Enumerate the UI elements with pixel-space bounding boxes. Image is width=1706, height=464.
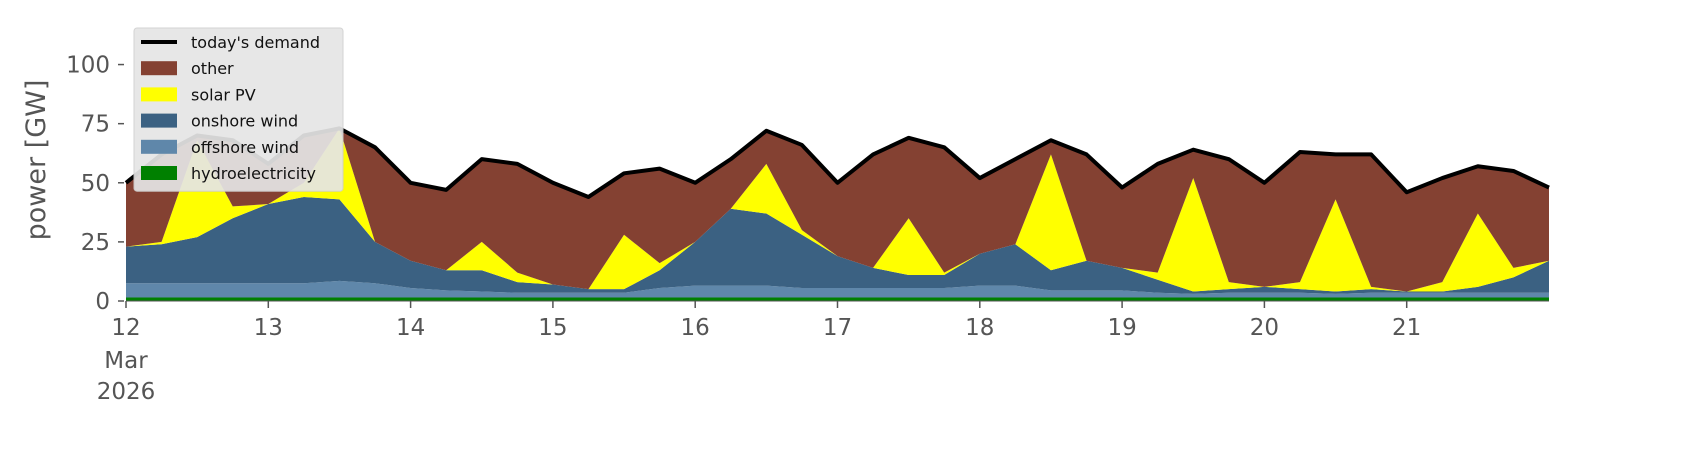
- demand-line: [124, 126, 1550, 199]
- y-tick-label: 100: [66, 53, 110, 79]
- legend-label: other: [191, 59, 234, 78]
- legend-swatch: [141, 166, 177, 180]
- x-tick-sublabel: 2026: [97, 379, 156, 405]
- legend-label: offshore wind: [191, 138, 299, 157]
- x-tick-sublabel: Mar: [104, 348, 148, 374]
- area: [126, 128, 1549, 292]
- y-tick-label: 75: [81, 112, 110, 138]
- legend-swatch: [141, 87, 177, 102]
- x-tick-label: 21: [1392, 315, 1421, 341]
- legend-swatch: [141, 139, 177, 154]
- legend-box: [133, 27, 344, 192]
- area: [126, 297, 1549, 301]
- area: [126, 196, 1549, 294]
- y-axis-label: power [GW]: [21, 80, 52, 241]
- x-tick-label: 19: [1107, 315, 1136, 341]
- area: [126, 128, 1549, 292]
- area: [126, 280, 1549, 298]
- y-tick-label: 0: [95, 289, 110, 315]
- legend-label: onshore wind: [191, 112, 298, 131]
- y-tick-label: 25: [81, 230, 110, 256]
- x-tick-label: 12: [111, 315, 140, 341]
- x-tick-label: 18: [965, 315, 994, 341]
- y-tick-label: 50: [81, 171, 110, 197]
- legend-label: today's demand: [191, 33, 320, 52]
- x-tick-label: 15: [538, 315, 567, 341]
- legend-swatch: [141, 113, 177, 128]
- legend-label: solar PV: [191, 85, 256, 104]
- x-tick-label: 13: [254, 315, 283, 341]
- legend-label: hydroelectricity: [191, 164, 316, 183]
- x-tick-label: 17: [823, 315, 852, 341]
- x-tick-label: 20: [1250, 315, 1279, 341]
- legend-swatch: [141, 61, 177, 76]
- x-tick-label: 14: [396, 315, 425, 341]
- x-tick-label: 16: [681, 315, 710, 341]
